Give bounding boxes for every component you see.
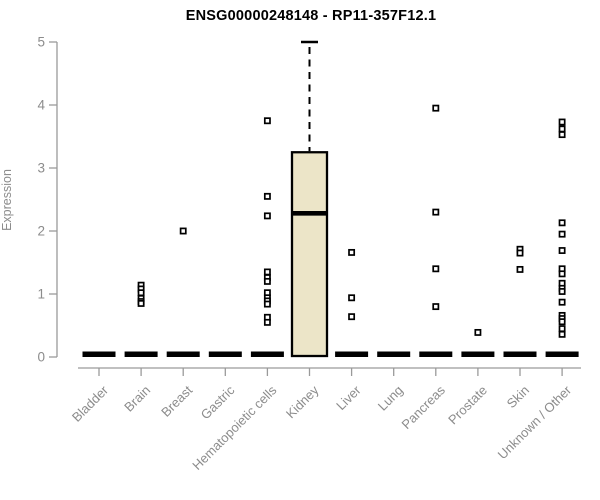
x-tick-label-bladder: Bladder — [69, 382, 112, 425]
y-tick-label: 3 — [37, 161, 45, 176]
x-tick-label-kidney: Kidney — [283, 382, 322, 421]
zero-median-bar — [503, 351, 537, 357]
outlier-point — [558, 288, 566, 295]
outlier-point — [263, 117, 271, 125]
x-tick-label-unknown-other: Unknown / Other — [495, 382, 575, 462]
zero-median-bar — [461, 351, 495, 357]
x-tick-label-lung: Lung — [375, 383, 406, 414]
outlier-point — [558, 230, 566, 238]
outlier-point — [137, 289, 145, 297]
zero-median-bar — [208, 351, 242, 357]
outlier-point — [432, 208, 440, 216]
outlier-point — [263, 300, 271, 308]
outlier-point — [179, 227, 187, 235]
outlier-point — [263, 318, 271, 326]
y-tick-label: 1 — [37, 287, 45, 302]
x-tick-label-gastric: Gastric — [198, 382, 238, 422]
x-tick-label-pancreas: Pancreas — [398, 382, 448, 432]
outlier-point — [348, 313, 356, 321]
outlier-point — [558, 118, 566, 126]
zero-median-bar — [82, 351, 116, 357]
outlier-point — [137, 300, 145, 307]
outlier-point — [516, 249, 524, 257]
outlier-point — [558, 330, 566, 338]
outlier-point — [263, 268, 271, 276]
outlier-point — [432, 303, 440, 311]
outlier-point — [558, 318, 566, 326]
outlier-point — [348, 294, 356, 302]
zero-median-bar — [419, 351, 453, 357]
y-tick-label: 5 — [37, 35, 45, 50]
y-tick-label: 4 — [37, 98, 45, 113]
x-tick-label-liver: Liver — [333, 382, 364, 413]
outlier-point — [263, 277, 271, 285]
outlier-point — [516, 265, 524, 273]
outlier-point — [558, 219, 566, 227]
zero-median-bar — [250, 351, 284, 357]
outlier-point — [263, 212, 271, 220]
y-tick-label: 0 — [37, 350, 45, 365]
x-tick-label-prostate: Prostate — [445, 383, 490, 428]
outlier-point — [432, 104, 440, 112]
outlier-point — [432, 265, 440, 273]
outlier-point — [348, 248, 356, 256]
outlier-point — [558, 125, 566, 133]
chart-title: ENSG00000248148 - RP11-357F12.1 — [185, 8, 437, 24]
outlier-point — [558, 325, 566, 333]
x-tick-label-brain: Brain — [121, 383, 153, 415]
outlier-point — [558, 270, 566, 278]
y-tick-label: 2 — [37, 224, 45, 239]
zero-median-bar — [124, 351, 158, 357]
outlier-point — [263, 192, 271, 200]
x-tick-label-breast: Breast — [158, 382, 195, 419]
zero-median-bar — [166, 351, 200, 357]
zero-median-bar — [377, 351, 411, 357]
outlier-point — [558, 298, 566, 306]
zero-median-bar — [335, 351, 369, 357]
box-kidney — [290, 151, 329, 358]
outlier-point — [558, 131, 566, 139]
x-tick-label-skin: Skin — [504, 383, 532, 411]
outlier-point — [474, 328, 482, 336]
zero-median-bar — [545, 351, 579, 357]
outlier-point — [558, 247, 566, 254]
